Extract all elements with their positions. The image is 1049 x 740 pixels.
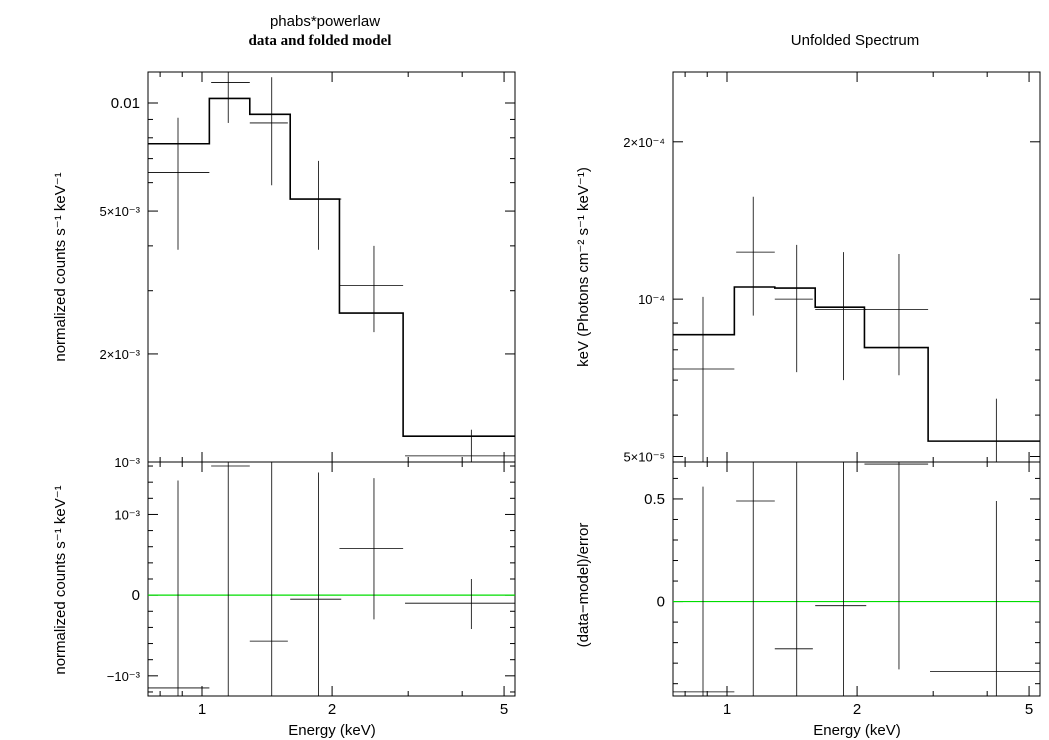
y-tick-label: 0 (657, 594, 665, 611)
y-tick-label: 0.5 (644, 491, 665, 508)
data-point (930, 398, 1040, 463)
data-point (148, 117, 210, 250)
data-point (290, 160, 342, 250)
y-tick-label: 5×10⁻³ (100, 204, 141, 219)
y-tick-label: 0.01 (111, 95, 140, 112)
data-point (774, 244, 813, 373)
panel-left-bottom: 1 2 5 10⁻³ 0 −10⁻³ (107, 461, 516, 718)
data-point (339, 478, 404, 620)
y-tick-label: 2×10⁻³ (100, 347, 141, 362)
left-bottom-ylabel: normalized counts s⁻¹ keV⁻¹ (52, 485, 69, 674)
data-point (774, 462, 813, 696)
left-xlabel: Energy (keV) (288, 722, 376, 739)
plot-frame (147, 461, 516, 697)
data-point (339, 245, 404, 333)
data-point (405, 429, 515, 462)
y-tick-label: 10⁻³ (114, 507, 140, 522)
panel-right-top: 2×10⁻⁴ 10⁻⁴ 5×10⁻⁵ (623, 71, 1041, 464)
data-point (148, 480, 210, 696)
data-point (290, 472, 342, 696)
x-tick-label: 1 (198, 701, 206, 718)
y-tick-label: 5×10⁻⁵ (623, 449, 665, 464)
data-point (673, 296, 735, 462)
model-line (673, 286, 1040, 442)
y-tick-label: 2×10⁻⁴ (623, 135, 665, 150)
data-point (815, 462, 867, 696)
data-point (736, 462, 775, 696)
x-tick-label: 2 (328, 701, 336, 718)
data-point (864, 462, 929, 670)
y-tick-label: 0 (132, 587, 140, 604)
x-tick-label: 5 (1025, 701, 1033, 718)
data-point (249, 462, 288, 696)
left-top-ylabel: normalized counts s⁻¹ keV⁻¹ (52, 172, 69, 361)
plot-frame (147, 71, 516, 463)
right-bottom-ylabel: (data−model)/error (575, 523, 592, 648)
data-point (249, 77, 288, 186)
panel-left-top: 0.01 5×10⁻³ 2×10⁻³ 10⁻³ (100, 71, 516, 470)
left-title-line1: phabs*powerlaw (270, 13, 380, 30)
data-point (815, 252, 867, 381)
plot-frame (672, 461, 1041, 697)
right-top-ylabel: keV (Photons cm⁻² s⁻¹ keV⁻¹) (575, 167, 592, 367)
y-tick-label: 10⁻⁴ (638, 292, 665, 307)
right-title: Unfolded Spectrum (791, 32, 919, 49)
x-tick-label: 5 (500, 701, 508, 718)
y-tick-label: −10⁻³ (107, 669, 141, 684)
model-line (148, 97, 515, 437)
x-tick-label: 2 (853, 701, 861, 718)
x-tick-label: 1 (723, 701, 731, 718)
right-xlabel: Energy (keV) (813, 722, 901, 739)
data-point (673, 486, 735, 696)
y-tick-label: 10⁻³ (114, 455, 140, 470)
data-point (930, 501, 1040, 696)
data-point (211, 462, 250, 696)
left-title-line2: data and folded model (249, 33, 392, 49)
data-point (211, 72, 250, 123)
plot-frame (672, 71, 1041, 463)
data-point (736, 196, 775, 316)
data-point (405, 579, 515, 630)
panel-right-bottom: 1 2 5 0.5 0 (644, 461, 1041, 718)
data-point (864, 254, 929, 376)
